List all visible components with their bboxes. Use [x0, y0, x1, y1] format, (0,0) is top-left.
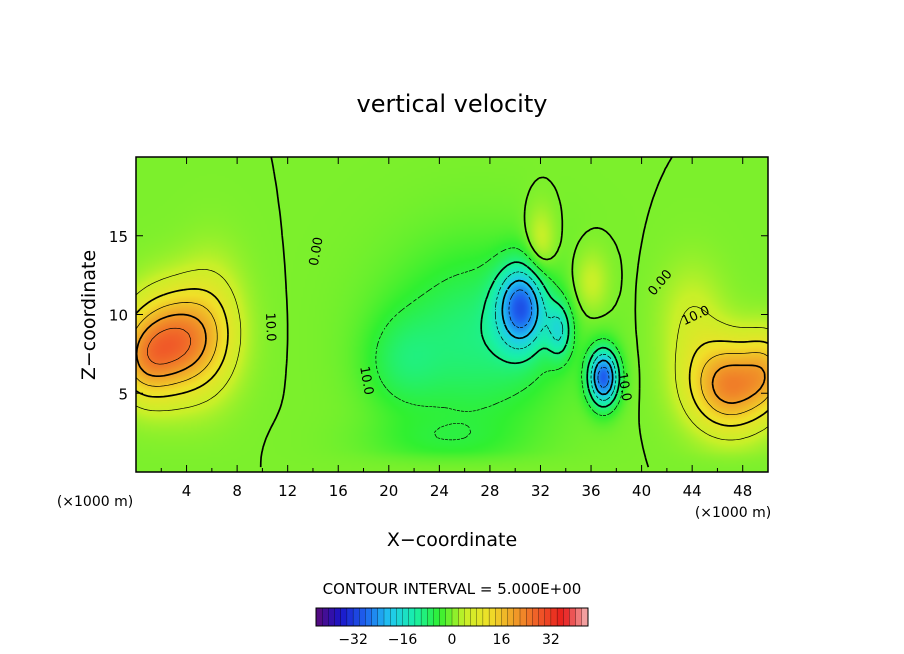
colorbar-cell [414, 607, 422, 627]
y-axis-label: Z−coordinate [78, 250, 100, 380]
colorbar-cell [544, 607, 552, 627]
colorbar-cell [334, 607, 342, 627]
colorbar-cell [495, 607, 502, 627]
x-tick-label: 36 [581, 482, 600, 500]
contour-interval-text: CONTOUR INTERVAL = 5.000E+00 [323, 580, 582, 598]
colorbar-cell [519, 607, 527, 627]
contour-level--25 [508, 289, 610, 388]
colorbar-tick-label: 32 [542, 632, 560, 648]
contour-level--20 [501, 279, 614, 396]
x-axis-label: X−coordinate [387, 529, 517, 551]
colorbar-cell [365, 607, 373, 627]
colorbar-cell [526, 607, 533, 627]
contour-level-15 [136, 302, 768, 416]
colorbar-tick-label: −32 [338, 632, 368, 648]
x-tick-label: 20 [379, 482, 398, 500]
colorbar-cell [538, 607, 546, 627]
colorbar-cell [396, 607, 403, 627]
colorbar-cell [532, 607, 539, 627]
colorbar-cell [513, 607, 521, 627]
x-tick-label: 40 [632, 482, 651, 500]
y-tick-label: 10 [109, 307, 128, 325]
contour-level-20 [136, 313, 766, 404]
y-tick-label: 15 [109, 228, 128, 246]
x-unit-left: (×1000 m) [57, 494, 133, 510]
contour-level-0 [259, 157, 673, 468]
colorbar-cell [433, 607, 441, 627]
x-tick-label: 8 [232, 482, 242, 500]
colorbar-cell [470, 607, 478, 627]
contour-level--15 [494, 271, 617, 401]
colorbar-cell [569, 607, 577, 627]
colorbar-cell [427, 607, 434, 627]
colorbar-cell [482, 607, 490, 627]
x-tick-label: 28 [480, 482, 499, 500]
colorbar-cell [501, 607, 509, 627]
colorbar-cell [507, 607, 515, 627]
colorbar-cell [563, 607, 570, 627]
colorbar-cell [340, 607, 348, 627]
colorbar-cell [439, 607, 447, 627]
colorbar-cell [445, 607, 453, 627]
x-tick-label: 24 [430, 482, 449, 500]
colorbar-ticks: −32 −16 0 16 32 [338, 632, 560, 648]
colorbar-cell [328, 607, 335, 627]
x-tick-label: 16 [329, 482, 348, 500]
colorbar-cell [420, 607, 428, 627]
colorbar-cell [322, 607, 329, 627]
colorbar-frame [315, 607, 589, 627]
y-ticks: 5 10 15 [109, 228, 768, 403]
colorbar-cell [390, 607, 397, 627]
chart-title: vertical velocity [357, 90, 548, 118]
colorbar-cell [408, 607, 416, 627]
x-tick-label: 48 [733, 482, 752, 500]
colorbar-cell [464, 607, 471, 627]
contour-lines [136, 157, 768, 468]
contour-level-25 [147, 327, 192, 365]
x-ticks: 4 8 12 16 20 24 28 32 36 40 44 48 [160, 157, 752, 500]
contour-level-10 [136, 288, 768, 427]
colorbar-cell [315, 607, 323, 627]
x-tick-label: 44 [683, 482, 702, 500]
colorbar-cell [359, 607, 366, 627]
contour-level--5 [375, 247, 625, 441]
colorbar-cell [476, 607, 484, 627]
colorbar-tick-label: 16 [493, 632, 511, 648]
colorbar-cell [458, 607, 465, 627]
contour-label: 0.00 [307, 236, 327, 267]
colorbar-tick-label: −16 [388, 632, 418, 648]
x-tick-label: 32 [531, 482, 550, 500]
colorbar-cell [451, 607, 459, 627]
colorbar-cell [352, 607, 360, 627]
x-unit-right: (×1000 m) [695, 505, 771, 521]
colorbar-cell [550, 607, 558, 627]
contour-level--10 [480, 261, 621, 408]
contour-label: 10.0 [356, 365, 376, 396]
colorbar-cell [575, 607, 583, 627]
contour-label: 10.0 [262, 312, 278, 341]
colorbar-cell [581, 607, 589, 627]
x-tick-label: 4 [182, 482, 192, 500]
colorbar-cell [488, 607, 496, 627]
colorbar-cell [383, 607, 391, 627]
velocity-field [136, 157, 768, 472]
colorbar-cell [371, 607, 379, 627]
x-tick-label: 12 [278, 482, 297, 500]
colorbar [315, 607, 589, 627]
contour-label: 10.0 [614, 371, 634, 402]
colorbar-cell [346, 607, 354, 627]
y-tick-label: 5 [118, 385, 128, 403]
colorbar-cell [556, 607, 564, 627]
colorbar-cell [402, 607, 410, 627]
colorbar-tick-label: 0 [448, 632, 457, 648]
colorbar-cell [377, 607, 385, 627]
